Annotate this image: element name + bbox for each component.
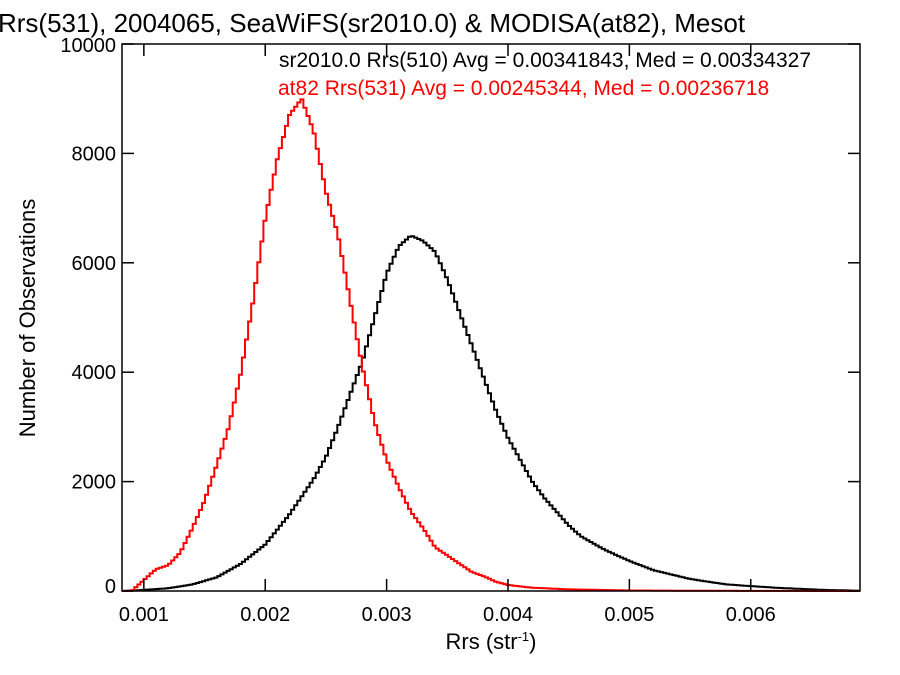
series-line-1 — [122, 98, 860, 592]
x-tick-label: 0.004 — [483, 604, 533, 626]
chart-title: Rrs(531), 2004065, SeaWiFS(sr2010.0) & M… — [0, 8, 746, 38]
legend-annotation-red: at82 Rrs(531) Avg = 0.00245344, Med = 0.… — [278, 77, 769, 100]
x-axis-title: Rrs (str-1) — [446, 629, 537, 654]
y-tick-label: 2000 — [72, 472, 117, 494]
series-line-0 — [122, 235, 860, 592]
x-tick-label: 0.001 — [119, 604, 169, 626]
plot-frame — [121, 43, 861, 592]
y-tick-label: 10000 — [60, 35, 116, 57]
x-axis-title-main: Rrs (str — [446, 629, 518, 654]
y-tick-label: 0 — [105, 576, 116, 598]
y-tick-label: 8000 — [72, 143, 117, 165]
x-tick-label: 0.006 — [726, 604, 776, 626]
legend-annotation-black: sr2010.0 Rrs(510) Avg = 0.00341843, Med … — [279, 49, 811, 72]
y-axis: 0 2000 4000 6000 8000 10000 — [60, 35, 860, 598]
series-layer — [122, 98, 860, 592]
y-tick-label: 4000 — [72, 362, 117, 384]
x-axis: 0.001 0.002 0.003 0.004 0.005 0.006 — [119, 44, 776, 626]
x-tick-label: 0.003 — [362, 604, 412, 626]
x-tick-label: 0.002 — [240, 604, 290, 626]
x-tick-label: 0.005 — [604, 604, 654, 626]
y-tick-label: 6000 — [72, 253, 117, 275]
y-axis-title: Number of Observations — [15, 199, 40, 437]
x-axis-title-sup: -1 — [518, 629, 530, 644]
x-axis-title-close: ) — [529, 629, 536, 654]
